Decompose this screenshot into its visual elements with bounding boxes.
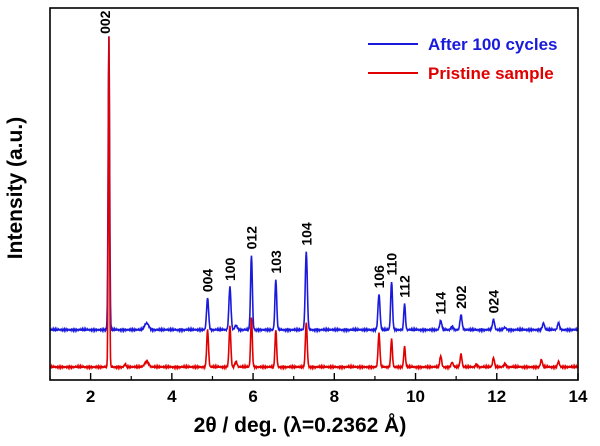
peak-label-104: 104 <box>298 222 314 246</box>
peak-label-103: 103 <box>268 250 284 274</box>
peak-label-112: 112 <box>397 275 413 298</box>
series-line-pristine-sample <box>49 36 579 371</box>
peak-label-110: 110 <box>384 253 400 276</box>
y-axis-label: Intensity (a.u.) <box>4 116 27 260</box>
peak-label-106: 106 <box>371 265 387 289</box>
x-tick-label: 4 <box>167 387 177 406</box>
x-axis-label: 2θ / deg. (λ=0.2362 Å) <box>193 414 407 437</box>
legend: After 100 cycles Pristine sample <box>368 35 557 83</box>
x-tick-label: 8 <box>330 387 339 406</box>
peak-label-002: 002 <box>97 10 113 34</box>
legend-label: Pristine sample <box>428 64 554 83</box>
x-tick-label: 14 <box>569 387 588 406</box>
x-tick-label: 2 <box>86 387 95 406</box>
peak-label-202: 202 <box>453 285 469 309</box>
peak-label-024: 024 <box>486 290 502 314</box>
peak-label-114: 114 <box>433 292 449 315</box>
peak-label-004: 004 <box>200 269 216 293</box>
series-line-after-100-cycles <box>49 36 579 334</box>
x-tick-label: 12 <box>487 387 506 406</box>
plot-frame <box>49 7 579 381</box>
peak-label-100: 100 <box>222 257 238 281</box>
x-tick-label: 6 <box>248 387 257 406</box>
peak-label-012: 012 <box>243 226 259 250</box>
legend-label: After 100 cycles <box>428 35 557 54</box>
x-tick-label: 10 <box>406 387 425 406</box>
